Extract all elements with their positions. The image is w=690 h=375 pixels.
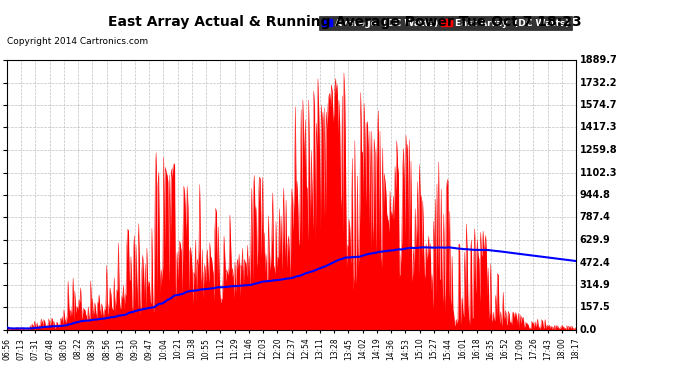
Text: East Array Actual & Running Average Power Tue Oct 7 18:23: East Array Actual & Running Average Powe… (108, 15, 582, 29)
Text: 629.9: 629.9 (580, 235, 611, 245)
Text: 1889.7: 1889.7 (580, 55, 618, 65)
Text: 787.4: 787.4 (580, 213, 611, 222)
Text: 472.4: 472.4 (580, 258, 611, 267)
Text: 314.9: 314.9 (580, 280, 611, 290)
Text: 157.5: 157.5 (580, 303, 611, 312)
Text: 1417.3: 1417.3 (580, 123, 617, 132)
Text: Copyright 2014 Cartronics.com: Copyright 2014 Cartronics.com (7, 38, 148, 46)
Text: 0.0: 0.0 (580, 325, 597, 335)
Text: 1102.3: 1102.3 (580, 168, 617, 177)
Text: 1574.7: 1574.7 (580, 100, 617, 110)
Legend: Average  (DC Watts), East Array  (DC Watts): Average (DC Watts), East Array (DC Watts… (319, 16, 571, 30)
Text: 944.8: 944.8 (580, 190, 611, 200)
Text: 1259.8: 1259.8 (580, 145, 618, 155)
Text: 1732.2: 1732.2 (580, 78, 617, 87)
